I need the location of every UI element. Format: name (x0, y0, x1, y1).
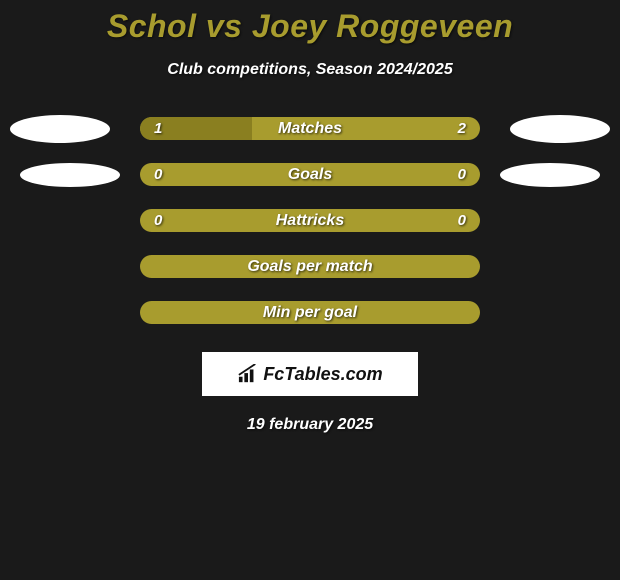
stat-row: 1 Matches 2 (0, 117, 620, 140)
stat-label: Goals (140, 163, 480, 186)
comparison-infographic: Schol vs Joey Roggeveen Club competition… (0, 0, 620, 434)
stat-value-right: 0 (458, 209, 466, 232)
stat-label: Goals per match (140, 255, 480, 278)
stat-row: 0 Goals 0 (0, 163, 620, 186)
stat-bar: 1 Matches 2 (140, 117, 480, 140)
stat-row: Goals per match (0, 255, 620, 278)
stat-value-right: 2 (458, 117, 466, 140)
player-marker-left (10, 115, 110, 143)
stat-label: Min per goal (140, 301, 480, 324)
stat-row: Min per goal (0, 301, 620, 324)
stat-label: Matches (140, 117, 480, 140)
stat-value-right: 0 (458, 163, 466, 186)
page-title: Schol vs Joey Roggeveen (0, 8, 620, 45)
stat-bar: Goals per match (140, 255, 480, 278)
source-logo: FcTables.com (202, 352, 418, 396)
page-subtitle: Club competitions, Season 2024/2025 (0, 61, 620, 79)
stat-rows: 1 Matches 2 0 Goals 0 0 Hattricks 0 (0, 117, 620, 324)
date-label: 19 february 2025 (0, 416, 620, 434)
stat-bar: 0 Goals 0 (140, 163, 480, 186)
player-marker-right (500, 163, 600, 187)
source-logo-text: FcTables.com (263, 364, 382, 385)
player-marker-left (20, 163, 120, 187)
stat-row: 0 Hattricks 0 (0, 209, 620, 232)
stat-label: Hattricks (140, 209, 480, 232)
stat-bar: Min per goal (140, 301, 480, 324)
player-marker-right (510, 115, 610, 143)
stat-bar: 0 Hattricks 0 (140, 209, 480, 232)
chart-icon (237, 364, 259, 384)
